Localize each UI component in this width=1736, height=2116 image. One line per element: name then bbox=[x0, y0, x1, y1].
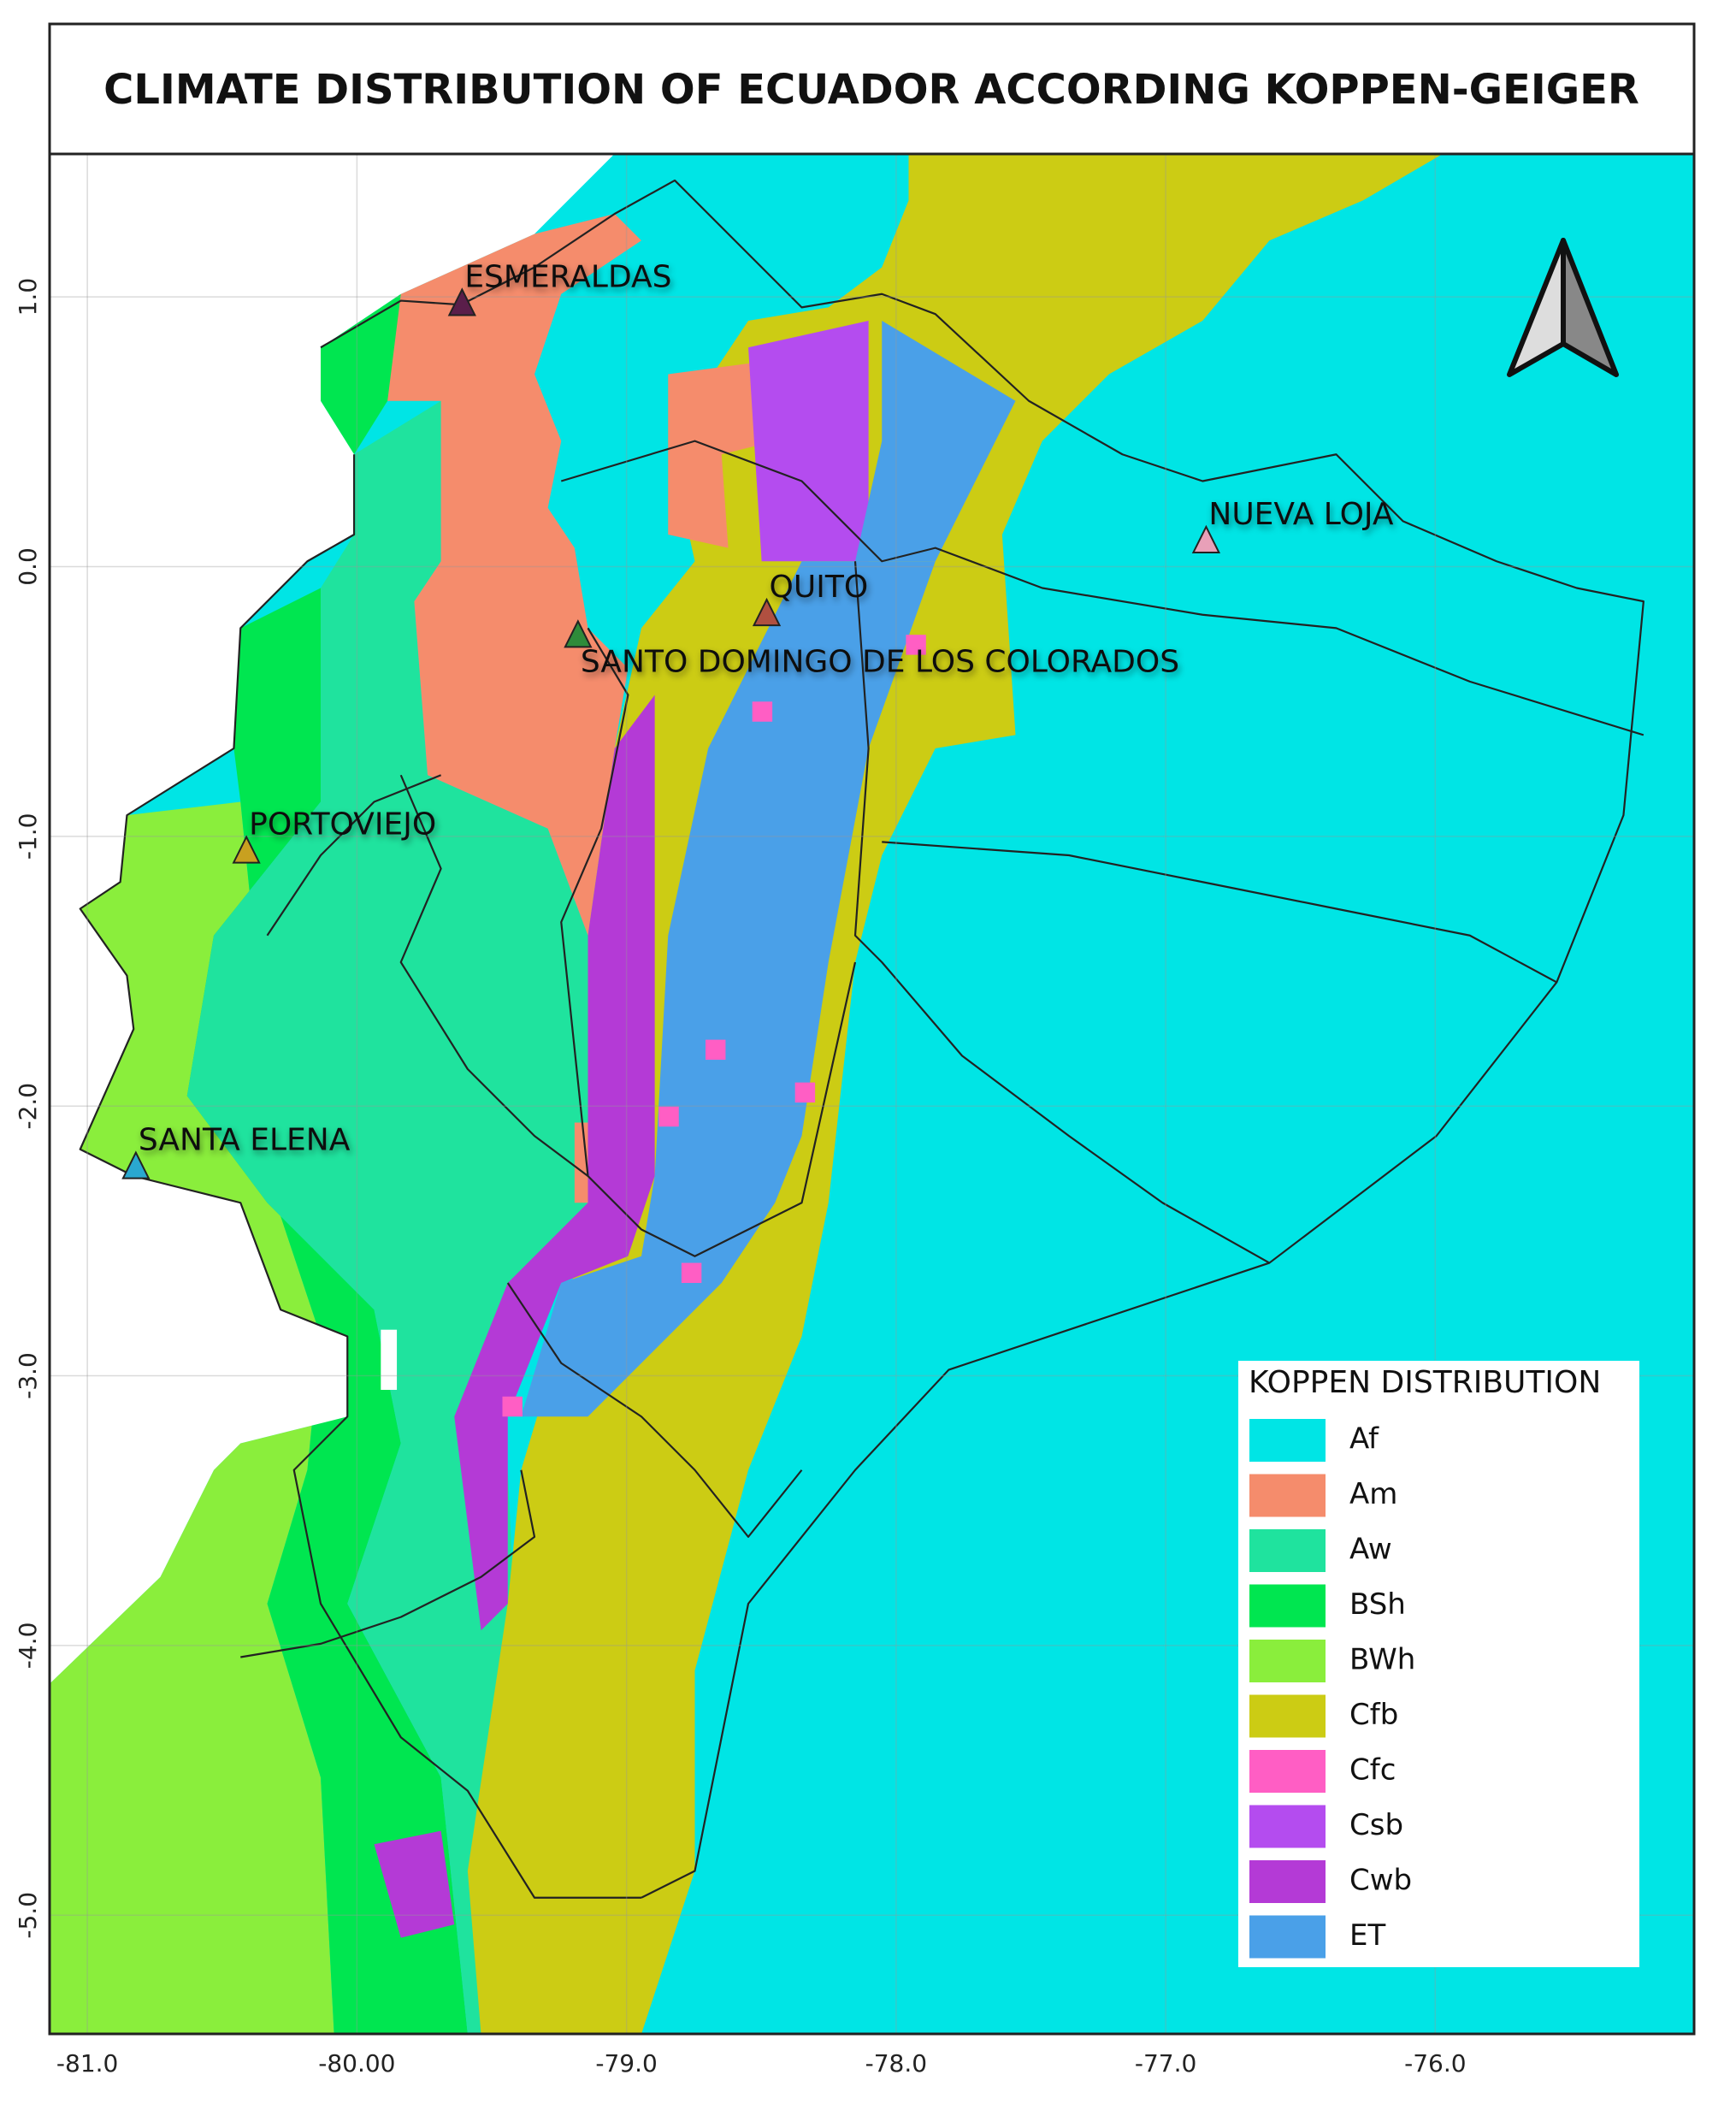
legend-label: Af bbox=[1349, 1422, 1379, 1457]
legend-swatch bbox=[1249, 1474, 1326, 1517]
x-tick-label: -77.0 bbox=[1135, 2049, 1196, 2078]
x-tick-label: -76.0 bbox=[1404, 2049, 1466, 2078]
zone-csb bbox=[748, 321, 869, 562]
legend-swatch bbox=[1249, 1419, 1326, 1462]
zone-cfc bbox=[658, 1106, 679, 1127]
zone-et bbox=[855, 321, 1016, 562]
city-marker bbox=[752, 597, 782, 627]
city-marker bbox=[564, 619, 593, 648]
legend: Af Am Aw BSh BWh Cfb Cfc Csb Cwb ET bbox=[1249, 1419, 1415, 1959]
legend-swatch bbox=[1249, 1915, 1326, 1959]
zone-bsh bbox=[186, 588, 468, 2034]
y-tick-label: 0.0 bbox=[14, 547, 42, 586]
borders bbox=[79, 179, 1644, 1899]
zone-aw bbox=[186, 400, 588, 2034]
legend-label: Aw bbox=[1349, 1533, 1392, 1567]
legend-label: BSh bbox=[1349, 1587, 1406, 1622]
city-marker bbox=[232, 835, 261, 864]
zone-cfb bbox=[467, 154, 1443, 2034]
zone-cfc bbox=[681, 1262, 702, 1283]
x-tick-label: -81.0 bbox=[56, 2049, 118, 2078]
x-tick-label: -79.0 bbox=[595, 2049, 657, 2078]
legend-label: Cfb bbox=[1349, 1698, 1398, 1732]
ocean bbox=[50, 154, 615, 1684]
legend-swatch bbox=[1249, 1694, 1326, 1738]
legend-label: BWh bbox=[1349, 1643, 1415, 1677]
legend-title: KOPPEN DISTRIBUTION bbox=[1249, 1365, 1601, 1400]
city-label: PORTOVIEJO bbox=[249, 807, 436, 842]
legend-swatch bbox=[1249, 1529, 1326, 1572]
y-tick-label: -4.0 bbox=[14, 1622, 42, 1670]
legend-swatch bbox=[1249, 1584, 1326, 1628]
y-tick-label: 1.0 bbox=[14, 278, 42, 316]
zone-bwh bbox=[50, 801, 348, 2034]
zone-et bbox=[521, 561, 936, 1417]
zone-cfc bbox=[906, 635, 926, 655]
cities: ESMERALDAS QUITO SANTO DOMINGO DE LOS COLO… bbox=[121, 259, 1394, 1179]
city-label: ESMERALDAS bbox=[464, 259, 671, 294]
water bbox=[381, 1329, 398, 1390]
title-box bbox=[48, 22, 1696, 156]
y-tick-label: -5.0 bbox=[14, 1892, 42, 1939]
x-tick-label: -80.00 bbox=[318, 2049, 395, 2078]
legend-label: Cwb bbox=[1349, 1864, 1412, 1898]
legend-swatch bbox=[1249, 1750, 1326, 1793]
north-arrow bbox=[1507, 238, 1619, 377]
city-label: QUITO bbox=[770, 570, 869, 605]
city-label: SANTA ELENA bbox=[139, 1123, 351, 1158]
map-frame bbox=[48, 152, 1696, 2036]
legend-label: Cfc bbox=[1349, 1753, 1396, 1788]
y-tick-label: -2.0 bbox=[14, 1083, 42, 1130]
y-tick-label: -3.0 bbox=[14, 1352, 42, 1399]
zone-am bbox=[387, 214, 641, 936]
y-tick-label: -1.0 bbox=[14, 813, 42, 860]
legend-label: Csb bbox=[1349, 1808, 1403, 1842]
city-marker bbox=[1191, 524, 1221, 553]
city-label: SANTO DOMINGO DE LOS COLORADOS bbox=[581, 644, 1179, 679]
city-marker bbox=[121, 1150, 151, 1179]
map-title: CLIMATE DISTRIBUTION OF ECUADOR ACCORDIN… bbox=[103, 66, 1639, 114]
axes: -81.0 -80.00 -79.0 -78.0 -77.0 -76.0 1.0 0.0 -1.… bbox=[14, 278, 1467, 2078]
zone-cfc bbox=[794, 1082, 816, 1103]
legend-swatch bbox=[1249, 1860, 1326, 1903]
zone-cfc bbox=[502, 1396, 523, 1417]
city-label: NUEVA LOJA bbox=[1208, 497, 1394, 532]
zone-cwb bbox=[374, 1830, 455, 1938]
legend-swatch bbox=[1249, 1805, 1326, 1848]
zone-cfc bbox=[706, 1039, 726, 1061]
graticule bbox=[50, 154, 1694, 2034]
map-area bbox=[50, 154, 1694, 2034]
zone-am bbox=[668, 360, 776, 548]
legend-label: Am bbox=[1349, 1477, 1397, 1511]
x-tick-label: -78.0 bbox=[865, 2049, 927, 2078]
legend-swatch bbox=[1249, 1640, 1326, 1682]
legend-label: ET bbox=[1349, 1918, 1385, 1953]
zone-cfc bbox=[752, 701, 773, 722]
city-marker bbox=[447, 287, 476, 316]
